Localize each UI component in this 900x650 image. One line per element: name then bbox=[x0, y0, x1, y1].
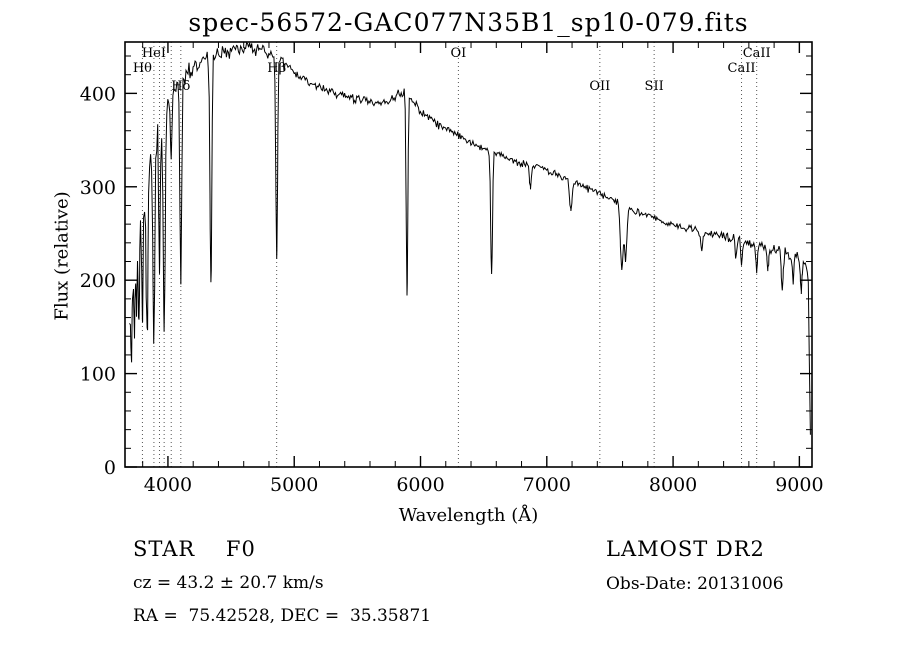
x-tick-label: 4000 bbox=[144, 474, 192, 496]
spectral-line-label: SII bbox=[645, 79, 664, 94]
y-axis-label: Flux (relative) bbox=[51, 191, 73, 321]
spectrum-line bbox=[129, 42, 811, 435]
y-tick-label: 100 bbox=[80, 364, 116, 386]
spectral-line-label: Hβ bbox=[267, 61, 286, 76]
spectral-line-label: OI bbox=[450, 46, 466, 61]
spectral-line-label: Hδ bbox=[171, 79, 190, 94]
y-tick-label: 300 bbox=[80, 177, 116, 199]
spectral-line-label: Hθ bbox=[133, 61, 152, 76]
spectral-line-label: OII bbox=[589, 79, 610, 94]
spectral-line-label: CaII bbox=[728, 61, 756, 76]
x-tick-label: 6000 bbox=[396, 474, 444, 496]
y-tick-label: 400 bbox=[80, 83, 116, 105]
survey-release-label: LAMOST DR2 bbox=[606, 537, 765, 561]
y-tick-label: 200 bbox=[80, 270, 116, 292]
x-tick-label: 8000 bbox=[649, 474, 697, 496]
plot-frame bbox=[124, 41, 813, 468]
x-tick-label: 7000 bbox=[523, 474, 571, 496]
radial-velocity-text: cz = 43.2 ± 20.7 km/s bbox=[133, 573, 324, 593]
spectral-line-label: CaII bbox=[743, 46, 771, 61]
x-tick-label: 5000 bbox=[270, 474, 318, 496]
spectral-line-label: HeI bbox=[142, 46, 166, 61]
x-tick-label: 9000 bbox=[775, 474, 823, 496]
plot-title: spec-56572-GAC077N35B1_sp10-079.fits bbox=[188, 8, 749, 37]
obs-date-text: Obs-Date: 20131006 bbox=[606, 574, 784, 594]
object-classification: STAR F0 bbox=[133, 537, 256, 561]
y-tick-label: 0 bbox=[104, 457, 116, 479]
coordinates-text: RA = 75.42528, DEC = 35.35871 bbox=[133, 606, 432, 626]
x-axis-label: Wavelength (Å) bbox=[398, 505, 539, 526]
